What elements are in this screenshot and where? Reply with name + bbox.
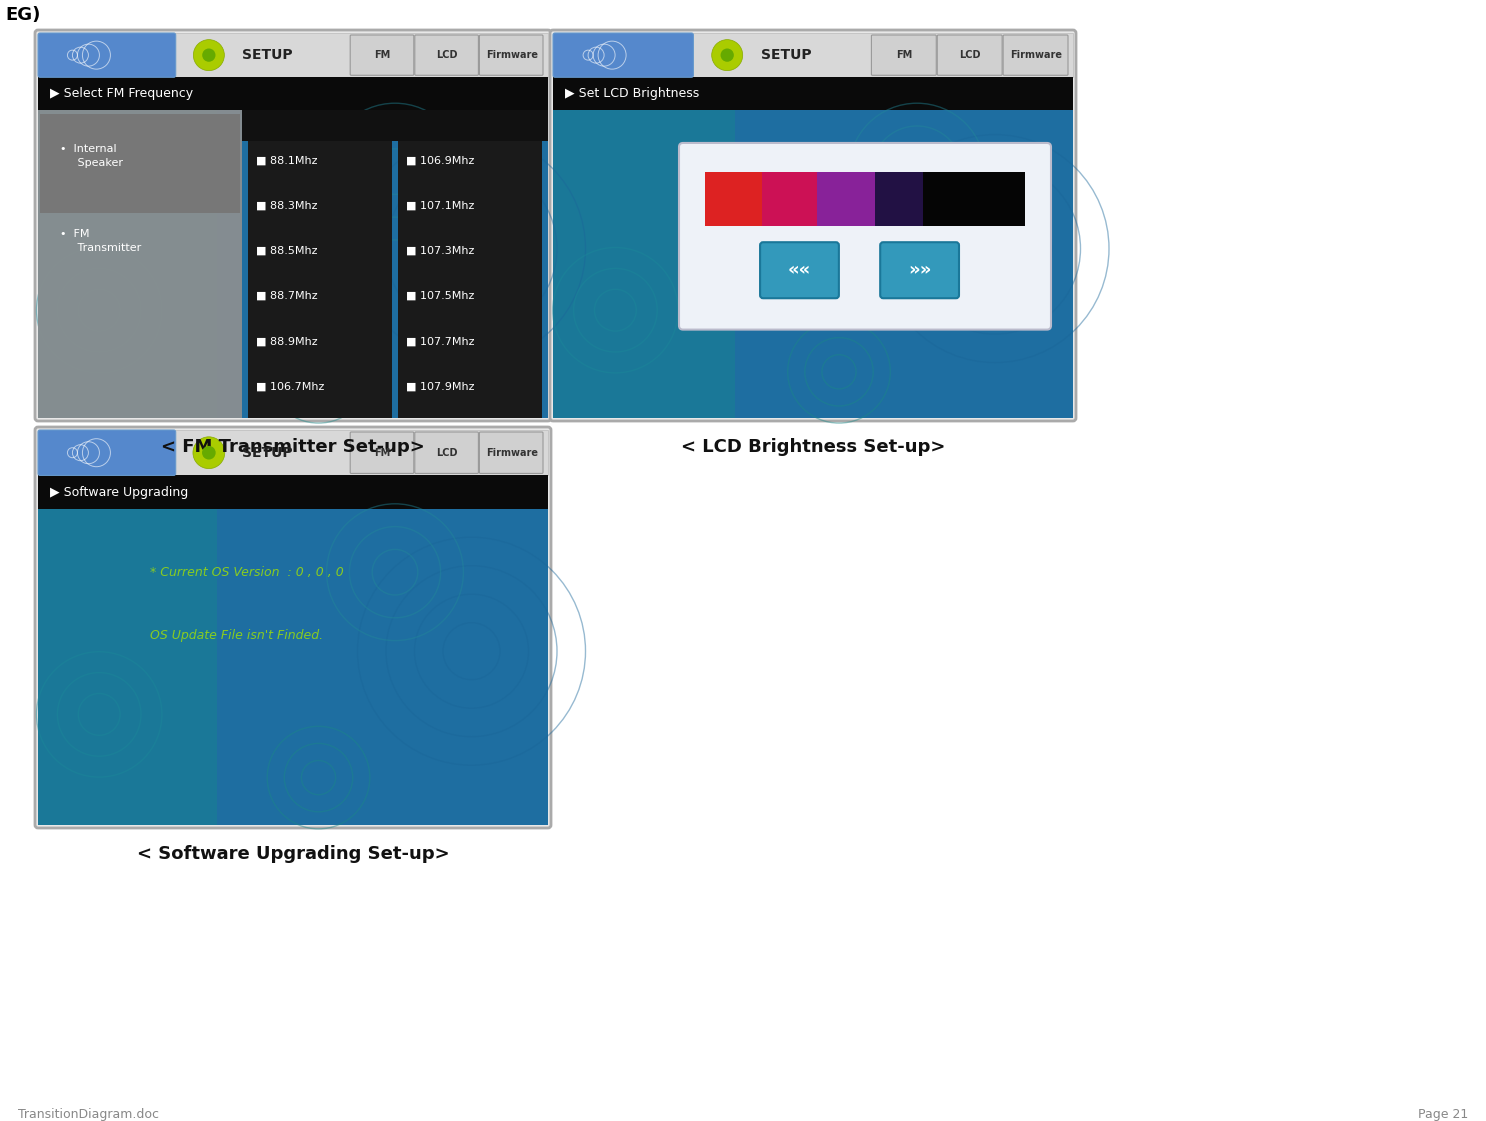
FancyBboxPatch shape — [550, 30, 1076, 421]
Text: ■ 107.3Mhz: ■ 107.3Mhz — [406, 245, 474, 256]
FancyBboxPatch shape — [679, 143, 1051, 330]
Text: SETUP: SETUP — [242, 446, 293, 460]
Text: LCD: LCD — [960, 50, 981, 61]
FancyBboxPatch shape — [480, 35, 542, 75]
Bar — [553, 110, 1073, 418]
FancyBboxPatch shape — [351, 35, 413, 75]
Text: < FM Transmitter Set-up>: < FM Transmitter Set-up> — [160, 438, 425, 456]
Text: Page 21: Page 21 — [1418, 1108, 1468, 1121]
Bar — [704, 172, 762, 225]
FancyBboxPatch shape — [36, 30, 551, 421]
Bar — [39, 509, 548, 825]
Text: Firmware: Firmware — [1010, 50, 1062, 61]
Circle shape — [202, 446, 215, 460]
Text: ■ 107.1Mhz: ■ 107.1Mhz — [406, 201, 474, 211]
Text: OS Update File isn't Finded.: OS Update File isn't Finded. — [150, 629, 324, 642]
FancyBboxPatch shape — [480, 432, 542, 473]
FancyBboxPatch shape — [36, 427, 551, 828]
FancyBboxPatch shape — [39, 430, 175, 475]
Bar — [39, 77, 548, 110]
Text: ■ 107.7Mhz: ■ 107.7Mhz — [406, 336, 474, 346]
Bar — [217, 110, 548, 418]
FancyBboxPatch shape — [415, 432, 478, 473]
Text: < LCD Brightness Set-up>: < LCD Brightness Set-up> — [681, 438, 945, 456]
Bar — [248, 141, 392, 418]
FancyBboxPatch shape — [871, 35, 936, 75]
Bar — [39, 430, 548, 475]
Bar — [736, 110, 1073, 418]
Text: ««: «« — [788, 261, 811, 279]
Text: ■ 106.9Mhz: ■ 106.9Mhz — [406, 156, 474, 166]
Text: ■ 106.7Mhz: ■ 106.7Mhz — [256, 381, 324, 391]
FancyBboxPatch shape — [351, 432, 413, 473]
Text: * Current OS Version  : 0 , 0 , 0: * Current OS Version : 0 , 0 , 0 — [150, 566, 343, 578]
Text: ■ 107.5Mhz: ■ 107.5Mhz — [406, 291, 474, 302]
FancyBboxPatch shape — [938, 35, 1002, 75]
Text: FM: FM — [374, 447, 391, 457]
Bar — [39, 475, 548, 509]
FancyBboxPatch shape — [880, 242, 958, 298]
Text: »»: »» — [908, 261, 932, 279]
Bar — [39, 110, 548, 418]
Text: ■ 88.3Mhz: ■ 88.3Mhz — [256, 201, 318, 211]
Text: SETUP: SETUP — [761, 48, 811, 62]
Text: ■ 88.7Mhz: ■ 88.7Mhz — [256, 291, 318, 302]
Text: EG): EG) — [4, 6, 40, 24]
Text: FM: FM — [374, 50, 391, 61]
Bar — [553, 33, 1073, 77]
Bar — [553, 77, 1073, 110]
Text: FM: FM — [896, 50, 912, 61]
Text: ▶ Select FM Frequency: ▶ Select FM Frequency — [51, 87, 193, 100]
Bar — [39, 110, 242, 418]
Bar — [40, 114, 241, 213]
Text: TransitionDiagram.doc: TransitionDiagram.doc — [18, 1108, 159, 1121]
Text: SETUP: SETUP — [242, 48, 293, 62]
FancyBboxPatch shape — [553, 33, 694, 77]
Bar — [817, 172, 875, 225]
Circle shape — [712, 39, 743, 71]
FancyBboxPatch shape — [759, 242, 840, 298]
Text: ■ 88.1Mhz: ■ 88.1Mhz — [256, 156, 318, 166]
Text: Firmware: Firmware — [486, 447, 538, 457]
Bar — [217, 509, 548, 825]
Text: LCD: LCD — [437, 447, 458, 457]
Text: ▶ Software Upgrading: ▶ Software Upgrading — [51, 485, 189, 499]
Bar — [39, 33, 548, 77]
Text: < Software Upgrading Set-up>: < Software Upgrading Set-up> — [137, 845, 449, 863]
Text: ■ 107.9Mhz: ■ 107.9Mhz — [406, 381, 474, 391]
Text: ■ 88.9Mhz: ■ 88.9Mhz — [256, 336, 318, 346]
Circle shape — [721, 48, 734, 62]
Bar — [762, 172, 817, 225]
Text: ■ 88.5Mhz: ■ 88.5Mhz — [256, 245, 318, 256]
Text: •  FM
     Transmitter: • FM Transmitter — [59, 229, 141, 252]
Circle shape — [193, 437, 224, 469]
Bar — [923, 172, 1025, 225]
Text: Firmware: Firmware — [486, 50, 538, 61]
FancyBboxPatch shape — [39, 33, 175, 77]
Text: •  Internal
     Speaker: • Internal Speaker — [59, 143, 123, 167]
FancyBboxPatch shape — [1003, 35, 1068, 75]
Text: ▶ Set LCD Brightness: ▶ Set LCD Brightness — [565, 87, 700, 100]
Bar — [398, 141, 542, 418]
Circle shape — [202, 48, 215, 62]
Circle shape — [193, 39, 224, 71]
Text: LCD: LCD — [437, 50, 458, 61]
Bar — [875, 172, 923, 225]
Bar — [242, 110, 548, 141]
FancyBboxPatch shape — [415, 35, 478, 75]
